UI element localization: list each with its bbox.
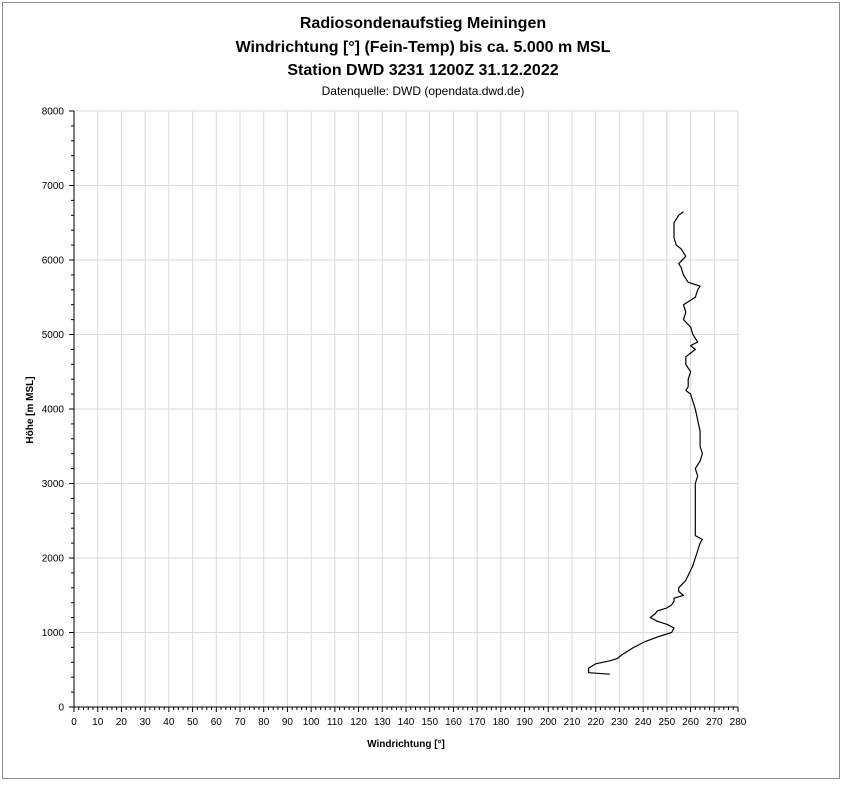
x-tick-label: 200 [540, 717, 557, 728]
x-tick-label: 190 [516, 717, 533, 728]
x-tick-label: 100 [303, 717, 320, 728]
y-tick-label: 8000 [42, 107, 65, 118]
x-tick-label: 80 [258, 717, 270, 728]
axes [69, 110, 739, 712]
x-tick-label: 260 [682, 717, 699, 728]
series-layer [587, 211, 704, 675]
x-tick-label: 70 [234, 717, 246, 728]
x-tick-label: 130 [374, 717, 391, 728]
x-tick-label: 50 [187, 717, 199, 728]
chart-source: Datenquelle: DWD (opendata.dwd.de) [321, 84, 525, 98]
x-tick-label: 280 [730, 717, 747, 728]
x-tick-label: 20 [116, 717, 128, 728]
y-axis-title: Höhe [m MSL] [25, 376, 36, 443]
chart-station: Station DWD 3231 1200Z 31.12.2022 [287, 62, 559, 79]
y-tick-label: 1000 [42, 628, 65, 639]
y-tick-label: 7000 [42, 181, 65, 192]
y-tick-label: 6000 [42, 256, 65, 267]
x-tick-label: 240 [635, 717, 652, 728]
grid-lines [74, 110, 739, 707]
y-tick-label: 5000 [42, 330, 65, 341]
x-tick-label: 120 [350, 717, 367, 728]
chart-title: Radiosondenaufstieg Meiningen [299, 15, 547, 32]
x-tick-label: 140 [398, 717, 415, 728]
y-tick-label: 2000 [42, 554, 65, 565]
x-tick-label: 250 [659, 717, 676, 728]
y-tick-label: 0 [58, 703, 64, 714]
x-tick-label: 210 [564, 717, 581, 728]
x-tick-label: 180 [493, 717, 510, 728]
series-line-0 [587, 211, 704, 675]
x-tick-label: 10 [92, 717, 104, 728]
x-tick-label: 160 [445, 717, 462, 728]
x-axis-title: Windrichtung [°] [367, 739, 445, 750]
x-tick-label: 150 [421, 717, 438, 728]
x-tick-label: 90 [282, 717, 294, 728]
chart-subtitle: Windrichtung [°] (Fein-Temp) bis ca. 5.0… [235, 39, 611, 56]
x-tick-label: 170 [469, 717, 486, 728]
x-tick-label: 110 [327, 717, 343, 728]
x-tick-label: 230 [611, 717, 628, 728]
tick-labels: 0 10 20 30 40 50 60 70 80 90 100 110 120 130 140 150 160… [42, 107, 747, 729]
x-tick-label: 0 [71, 717, 77, 728]
x-tick-label: 40 [163, 717, 175, 728]
x-tick-label: 60 [211, 717, 223, 728]
x-tick-label: 270 [706, 717, 723, 728]
x-tick-label: 220 [587, 717, 604, 728]
y-tick-label: 4000 [42, 405, 65, 416]
x-tick-label: 30 [140, 717, 152, 728]
y-tick-label: 3000 [42, 479, 65, 490]
